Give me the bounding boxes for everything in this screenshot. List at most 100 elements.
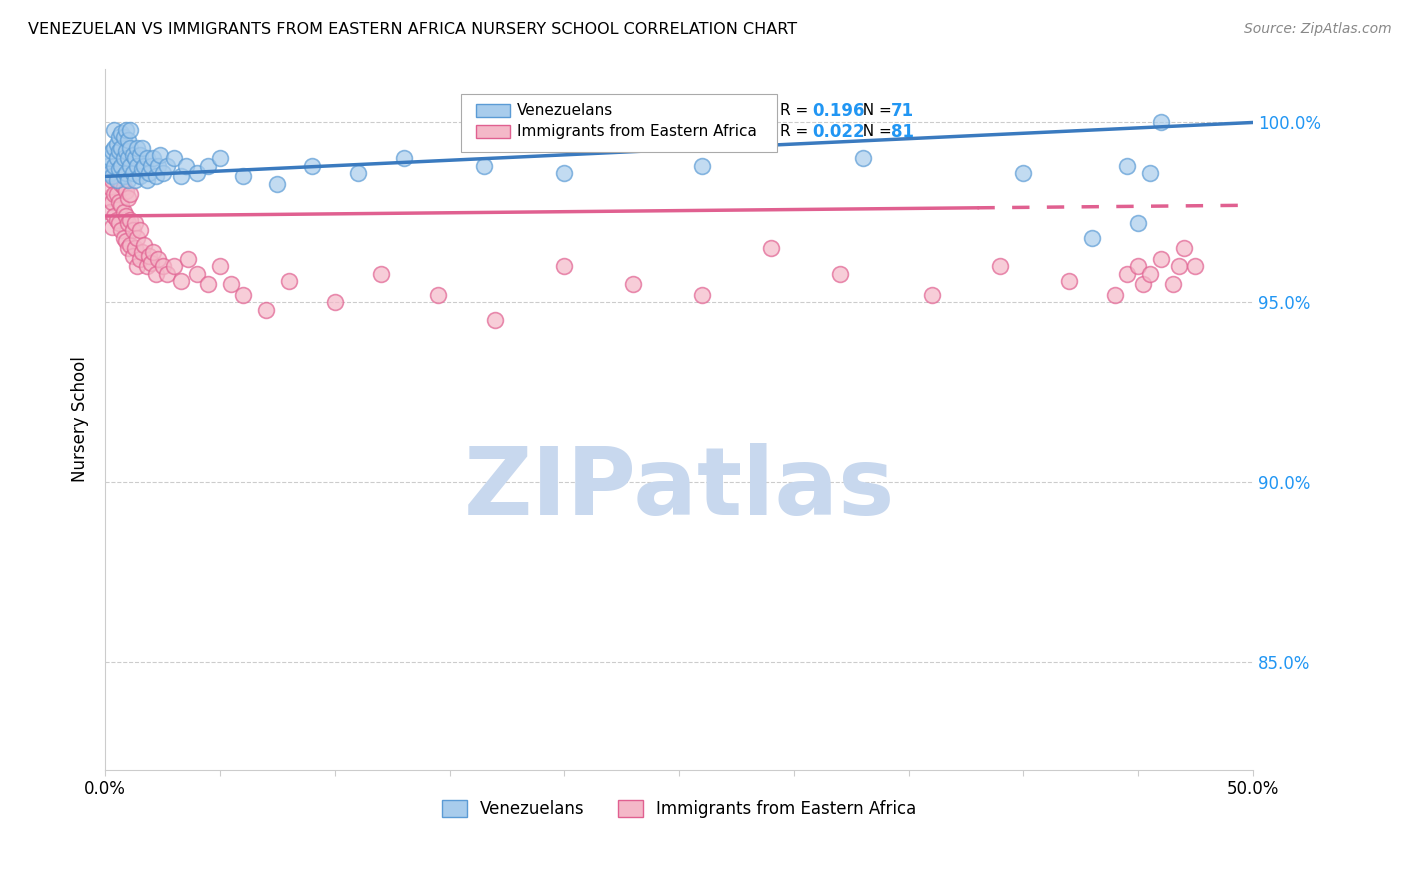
Point <box>1150 115 1173 129</box>
Text: R =: R = <box>780 103 813 118</box>
Point <box>101 169 124 184</box>
Point <box>197 159 219 173</box>
Point <box>105 159 128 173</box>
Point <box>145 267 167 281</box>
Point <box>128 148 150 162</box>
Point <box>117 173 139 187</box>
Point <box>221 277 243 292</box>
Point <box>101 173 124 187</box>
Point <box>1104 288 1126 302</box>
Point <box>112 169 135 184</box>
Point <box>110 198 132 212</box>
Point <box>110 223 132 237</box>
Text: Venezuelans: Venezuelans <box>517 103 613 118</box>
Point <box>110 126 132 140</box>
Point <box>149 148 172 162</box>
Point <box>1168 260 1191 274</box>
Point <box>174 159 197 173</box>
Point <box>134 237 156 252</box>
Point <box>1115 159 1137 173</box>
Point <box>131 162 153 177</box>
Text: R =: R = <box>780 124 813 139</box>
Text: 71: 71 <box>891 102 914 120</box>
Point <box>427 288 450 302</box>
Point <box>1139 267 1161 281</box>
Point <box>346 166 368 180</box>
Point <box>121 249 143 263</box>
Point <box>108 162 131 177</box>
Point <box>112 129 135 144</box>
Point <box>112 230 135 244</box>
Point <box>103 162 125 177</box>
Point <box>472 159 495 173</box>
Point <box>852 152 875 166</box>
Point <box>110 159 132 173</box>
FancyBboxPatch shape <box>475 126 510 138</box>
Point <box>828 267 851 281</box>
Point <box>117 133 139 147</box>
Point <box>115 209 138 223</box>
Point <box>115 166 138 180</box>
Point <box>186 166 208 180</box>
Point <box>105 173 128 187</box>
Point <box>1139 166 1161 180</box>
Point <box>1184 260 1206 274</box>
Point <box>110 177 132 191</box>
Point <box>690 288 713 302</box>
Text: ZIPatlas: ZIPatlas <box>464 443 894 535</box>
Point <box>108 129 131 144</box>
Point <box>120 141 142 155</box>
Point <box>127 141 149 155</box>
Text: Source: ZipAtlas.com: Source: ZipAtlas.com <box>1244 22 1392 37</box>
Point <box>117 241 139 255</box>
Point <box>127 159 149 173</box>
Point <box>120 159 142 173</box>
Point <box>128 169 150 184</box>
Point <box>163 260 186 274</box>
Point <box>128 252 150 267</box>
Point <box>177 252 200 267</box>
Point <box>134 159 156 173</box>
Point <box>1132 277 1154 292</box>
Point <box>117 152 139 166</box>
Point <box>108 145 131 159</box>
Point <box>208 260 231 274</box>
Point <box>208 152 231 166</box>
Point <box>96 169 118 184</box>
Point <box>152 166 174 180</box>
Text: N =: N = <box>853 124 897 139</box>
Point <box>323 295 346 310</box>
Point <box>1057 274 1080 288</box>
Point <box>101 219 124 234</box>
Point <box>105 137 128 152</box>
Point <box>145 169 167 184</box>
Point <box>254 302 277 317</box>
Text: Immigrants from Eastern Africa: Immigrants from Eastern Africa <box>517 124 756 139</box>
Point <box>115 184 138 198</box>
Legend: Venezuelans, Immigrants from Eastern Africa: Venezuelans, Immigrants from Eastern Afr… <box>434 793 924 825</box>
Point <box>98 205 121 219</box>
Point <box>621 277 644 292</box>
Point <box>138 166 160 180</box>
Point <box>117 191 139 205</box>
Point <box>110 141 132 155</box>
Point <box>1115 267 1137 281</box>
Point <box>105 152 128 166</box>
Point <box>101 145 124 159</box>
Point <box>1081 230 1104 244</box>
Point <box>1173 241 1195 255</box>
Point <box>103 122 125 136</box>
Point <box>121 223 143 237</box>
Point <box>1161 277 1184 292</box>
Point <box>1150 252 1173 267</box>
Point <box>163 152 186 166</box>
Point <box>108 173 131 187</box>
Point <box>553 260 575 274</box>
Point <box>120 237 142 252</box>
Point <box>124 152 146 166</box>
Point <box>392 152 415 166</box>
Point <box>232 288 254 302</box>
Point <box>127 260 149 274</box>
Point <box>121 166 143 180</box>
Point <box>142 152 165 166</box>
